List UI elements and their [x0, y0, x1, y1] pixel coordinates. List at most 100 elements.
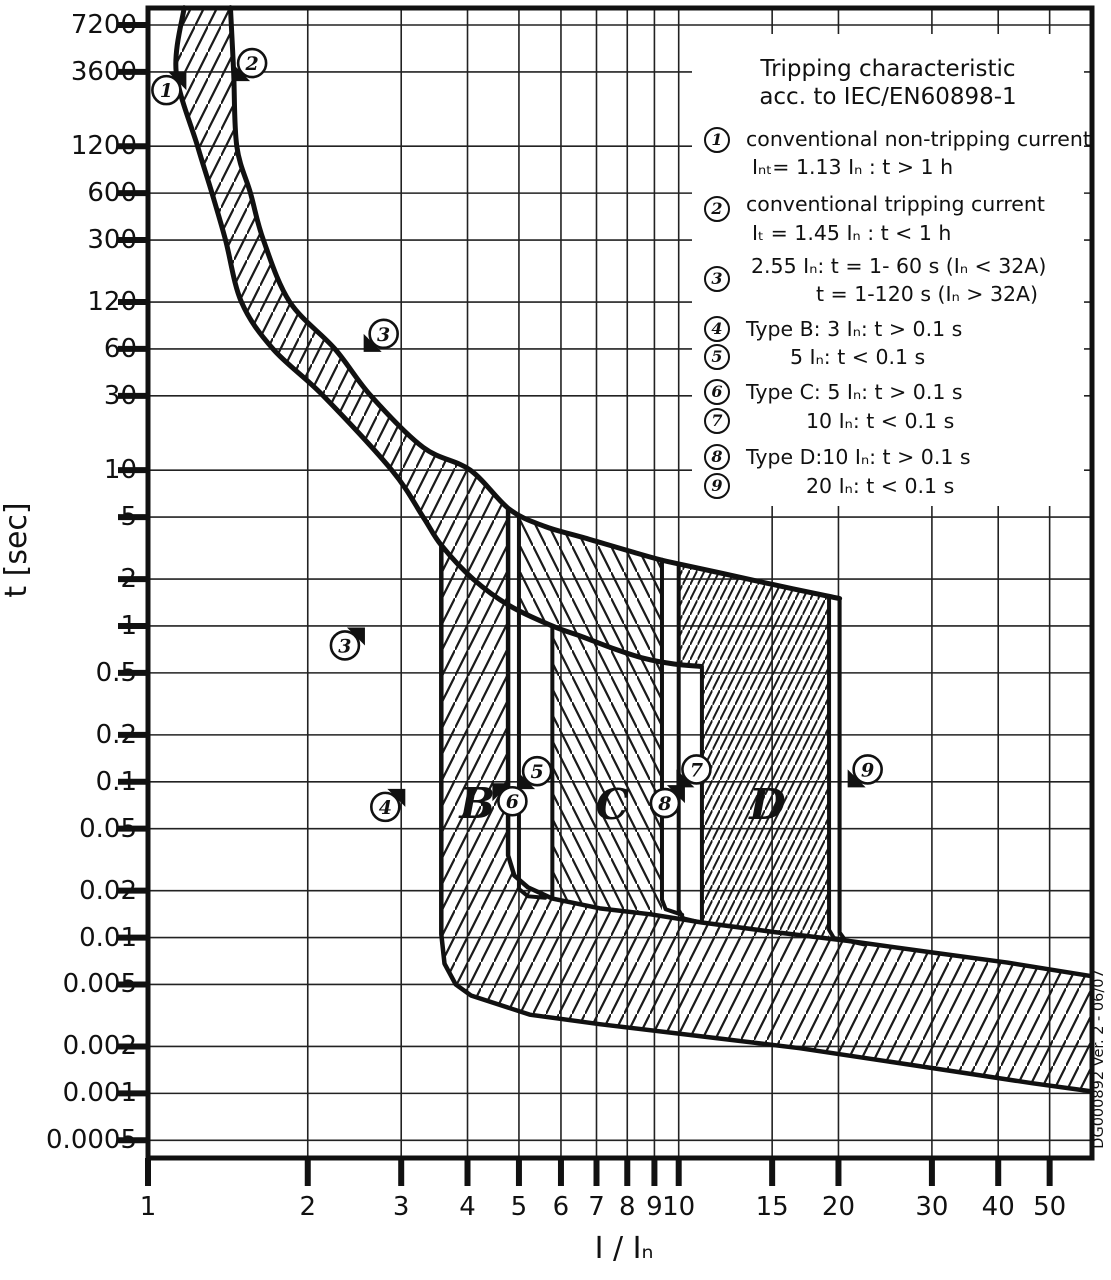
marker-circle — [329, 630, 361, 661]
x-tick-label: 9 — [646, 1192, 663, 1222]
y-tick-label: 0.1 — [95, 766, 137, 797]
y-tick-label: 0.01 — [79, 922, 137, 953]
marker-number: 2 — [244, 53, 258, 75]
x-tick-label: 4 — [459, 1192, 476, 1222]
band-letter-C: C — [595, 779, 630, 829]
curve-line5 — [516, 515, 548, 900]
y-tick-label: 120 — [87, 287, 137, 318]
curve-cRight — [659, 557, 685, 917]
band-letter-D: D — [749, 780, 786, 830]
y-tick-label: 0.0005 — [46, 1125, 137, 1156]
y-tick-label: 0.2 — [95, 719, 137, 750]
x-tick-label: 1 — [139, 1192, 157, 1222]
axis-ticks — [118, 22, 1053, 1186]
curve-c2_tripping — [227, 5, 843, 602]
x-axis-title: I / Iₙ — [594, 1231, 654, 1266]
x-tick-label: 7 — [588, 1192, 605, 1222]
y-tick-label: 0.02 — [79, 875, 137, 906]
y-tick-label: 0.005 — [62, 969, 137, 1000]
legend-item-number: 1 — [704, 127, 730, 153]
marker-8: 8 — [649, 785, 685, 819]
x-tick-label: 50 — [1033, 1192, 1067, 1222]
y-tick-label: 600 — [87, 178, 137, 209]
marker-circle — [368, 318, 399, 350]
y-tick-label: 0.5 — [95, 657, 137, 688]
region-thermal-and-b-band — [176, 7, 1092, 1092]
legend-item-text: 20 Iₙ: t < 0.1 s — [806, 474, 955, 498]
legend-item-text: 2.55 Iₙ: t = 1- 60 s (Iₙ < 32A) — [751, 254, 1047, 278]
legend-item-number: 3 — [704, 266, 730, 292]
region-c-band — [518, 517, 662, 916]
marker-number: 4 — [379, 797, 392, 819]
marker-9: 9 — [847, 754, 883, 788]
marker-2: 2 — [232, 47, 268, 82]
curve-dRight — [827, 594, 852, 944]
marker-6: 6 — [492, 783, 528, 817]
marker-number: 8 — [657, 793, 671, 815]
y-tick-label: 0.002 — [62, 1031, 137, 1062]
legend-item-number: 5 — [704, 344, 730, 370]
y-tick-label: 10 — [103, 455, 137, 486]
legend-item-number: 2 — [704, 196, 730, 222]
curve-line20 — [837, 596, 866, 947]
marker-7: 7 — [676, 754, 712, 788]
legend-item-text: Iₜ = 1.45 Iₙ : t < 1 h — [752, 221, 952, 245]
legend-item-number: 8 — [704, 444, 730, 470]
legend-item-text: Type C: 5 Iₙ: t > 0.1 s — [746, 380, 963, 404]
curve-line10 — [676, 561, 701, 924]
plot-frame — [145, 5, 1095, 1161]
legend-item-number: 6 — [704, 379, 730, 405]
x-tick-label: 10 — [662, 1192, 696, 1222]
y-tick-label: 1 — [120, 610, 137, 641]
marker-number: 7 — [690, 759, 703, 781]
marker-number: 5 — [530, 761, 543, 783]
legend-item-number: 9 — [704, 473, 730, 499]
region-d-band — [678, 563, 830, 938]
y-tick-label: 7200 — [70, 10, 137, 40]
marker-1: 1 — [151, 72, 187, 106]
legend-item-text: t = 1-120 s (Iₙ > 32A) — [816, 282, 1039, 306]
y-tick-label: 300 — [87, 225, 137, 256]
marker-circle — [151, 74, 182, 106]
x-tick-label: 8 — [618, 1192, 636, 1222]
marker-number: 6 — [506, 791, 519, 813]
marker-circle — [852, 754, 883, 785]
legend-item-text: 10 Iₙ: t < 0.1 s — [806, 409, 955, 433]
boundary-curves — [173, 5, 1094, 1094]
marker-circle — [497, 785, 528, 817]
x-tick-label: 3 — [392, 1192, 410, 1222]
y-tick-label: 1200 — [70, 131, 137, 162]
document-number: DG000892 Ver. 2 - 06/07 — [1091, 969, 1107, 1149]
x-tick-label: 2 — [299, 1192, 317, 1222]
legend-item-number: 4 — [704, 316, 730, 342]
marker-circle — [649, 787, 681, 819]
legend-item-text: conventional non-tripping current — [746, 127, 1091, 151]
marker-3: 3 — [363, 318, 399, 352]
marker-5: 5 — [517, 755, 553, 790]
legend-panel — [692, 34, 1084, 506]
legend-item-number: 7 — [704, 408, 730, 434]
x-tick-label: 20 — [821, 1192, 855, 1222]
y-tick-label: 5 — [120, 502, 137, 533]
marker-number: 3 — [338, 635, 351, 657]
x-tick-label: 15 — [755, 1192, 789, 1222]
y-tick-label: 0.05 — [79, 813, 137, 844]
x-tick-label: 40 — [981, 1192, 1015, 1222]
legend-title-line2: acc. to IEC/EN60898-1 — [759, 84, 1017, 110]
marker-circle — [370, 791, 401, 823]
legend-item-text: conventional tripping current — [746, 192, 1045, 216]
marker-number: 3 — [377, 324, 390, 346]
marker-circle — [521, 755, 553, 787]
legend-item-text: Type B: 3 Iₙ: t > 0.1 s — [746, 317, 963, 341]
curve-band_top — [505, 506, 1094, 979]
legend-item-text: Iₙₜ= 1.13 Iₙ : t > 1 h — [752, 155, 954, 179]
y-tick-label: 30 — [103, 380, 137, 411]
legend-item-text: Type D:10 Iₙ: t > 0.1 s — [746, 445, 971, 469]
marker-4: 4 — [370, 788, 406, 823]
y-tick-label: 2 — [120, 564, 137, 595]
marker-3: 3 — [329, 627, 365, 661]
x-tick-label: 30 — [915, 1192, 949, 1222]
legend-title-line1: Tripping characteristic — [760, 56, 1016, 82]
